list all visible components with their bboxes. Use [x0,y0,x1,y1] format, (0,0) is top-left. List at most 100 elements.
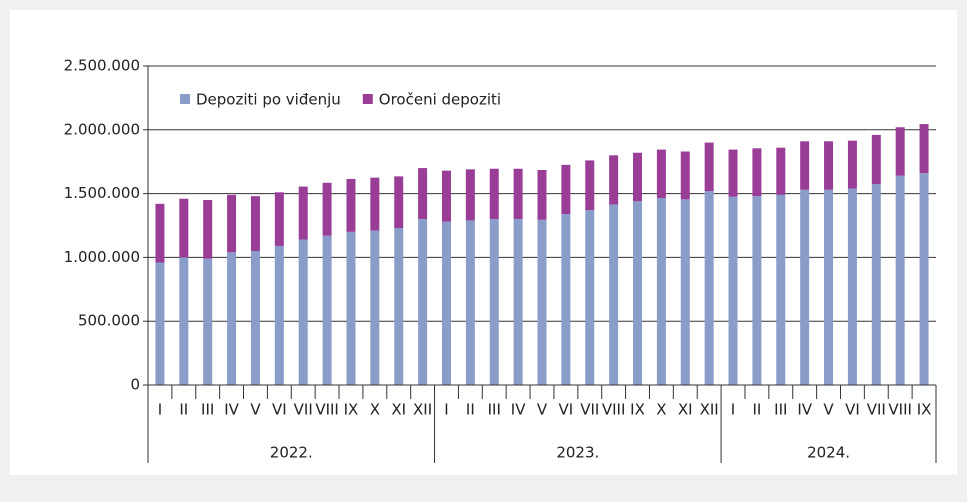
x-tick-label: I [731,401,735,419]
bar-segment [585,210,595,385]
bar-segment [919,124,929,174]
bar-segment [680,151,690,200]
legend-label: Oročeni depoziti [379,91,501,109]
x-tick-label: III [774,401,787,419]
bar-segment [346,178,356,232]
x-tick-label: X [370,401,380,419]
bar-segment [179,257,189,385]
bar-segment [513,168,523,220]
x-tick-label: IX [630,401,645,419]
x-tick-label: IX [344,401,359,419]
bar-segment [465,169,475,221]
bar-segment [418,219,428,385]
x-tick-label: VIII [888,401,912,419]
bar-segment [441,170,451,222]
plot-background [10,10,957,475]
bar-segment [895,127,905,176]
x-tick-label: VII [294,401,313,419]
bar-segment [203,258,213,385]
x-tick-label: V [537,401,548,419]
x-tick-label: VII [580,401,599,419]
bar-segment [871,134,881,185]
bar-segment [394,176,404,229]
x-tick-label: IV [511,401,526,419]
y-tick-label: 0 [130,376,140,394]
x-tick-label: IX [917,401,932,419]
bar-segment [370,230,380,385]
x-tick-label: VI [272,401,287,419]
bar-segment [418,168,428,220]
bar-segment [633,152,643,202]
y-tick-label: 2.500.000 [64,57,140,75]
x-tick-label: I [444,401,448,419]
y-tick-label: 1.500.000 [64,184,140,202]
bar-segment [680,199,690,385]
bar-segment [824,189,834,385]
legend-label: Depoziti po viđenju [196,91,341,109]
x-tick-label: XI [391,401,406,419]
legend-swatch [362,94,373,104]
bar-segment [298,186,308,240]
bar-segment [752,148,762,197]
bar-segment [346,231,356,385]
x-tick-label: I [158,401,162,419]
x-tick-label: II [466,401,475,419]
x-tick-label: VIII [315,401,339,419]
bar-segment [537,219,547,385]
x-tick-label: V [823,401,834,419]
x-tick-label: VII [867,401,886,419]
bar-segment [704,191,714,385]
bar-segment [656,149,666,199]
y-tick-label: 500.000 [78,312,140,330]
bar-segment [895,175,905,385]
bar-segment [298,239,308,385]
x-tick-label: IV [224,401,239,419]
bar-segment [752,196,762,385]
bar-segment [776,147,786,195]
bar-segment [489,168,499,220]
bar-segment [227,194,237,253]
x-tick-label: V [250,401,261,419]
bar-segment [274,192,284,246]
x-tick-label: XII [700,401,719,419]
x-tick-label: II [179,401,188,419]
bar-segment [203,199,213,259]
legend-swatch [180,94,190,104]
y-tick-label: 2.000.000 [64,120,140,138]
bar-segment [704,142,714,192]
bar-segment [561,164,571,215]
y-tick-label: 1.000.000 [64,248,140,266]
bar-segment [489,219,499,385]
x-tick-label: III [488,401,501,419]
bar-segment [537,169,547,220]
x-tick-label: III [201,401,214,419]
x-tick-label: X [656,401,666,419]
x-tick-label: XI [678,401,693,419]
bar-segment [871,184,881,385]
x-tick-label: VI [845,401,860,419]
bar-segment [227,252,237,385]
bar-segment [465,220,475,385]
bar-segment [585,160,595,211]
bar-segment [800,141,810,190]
bar-segment [656,198,666,385]
x-tick-label: VI [559,401,574,419]
bar-segment [370,177,380,231]
bar-segment [776,194,786,385]
bar-segment [250,196,260,252]
x-tick-label: IV [797,401,812,419]
bar-segment [847,188,857,385]
year-label: 2024. [807,444,850,462]
bar-segment [824,141,834,190]
bar-segment [322,235,332,385]
bar-segment [155,203,165,263]
year-label: 2022. [270,444,313,462]
bar-segment [250,251,260,385]
bar-segment [513,219,523,385]
year-label: 2023. [556,444,599,462]
bar-segment [609,204,619,385]
bar-segment [847,140,857,189]
bar-segment [609,155,619,205]
bar-segment [179,198,189,258]
